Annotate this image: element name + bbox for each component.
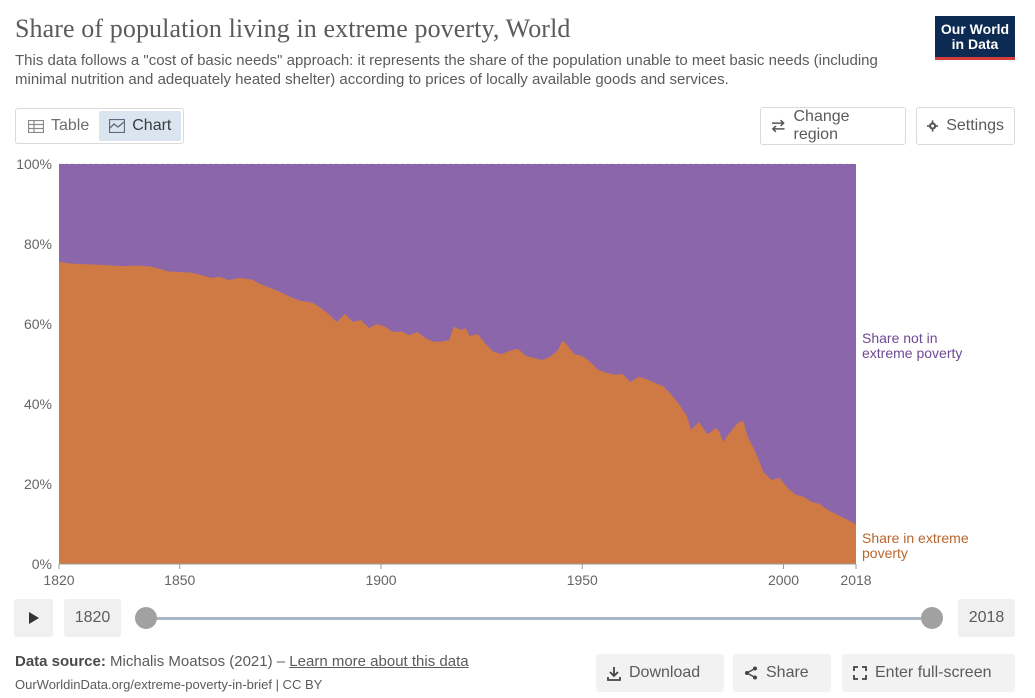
label-extreme-poverty: Share in extreme [862,530,969,546]
share-label: Share [766,664,809,681]
y-tick-label: 0% [32,556,52,572]
fullscreen-label: Enter full-screen [875,664,992,681]
y-tick-label: 60% [24,316,52,332]
download-icon [607,666,621,681]
chart-title: Share of population living in extreme po… [15,14,571,43]
data-source-text: Michalis Moatsos (2021) – [110,653,286,670]
download-label: Download [629,664,701,681]
x-tick-label: 2018 [840,572,871,588]
x-tick-label: 1820 [43,572,74,588]
y-tick-label: 80% [24,236,52,252]
chart-icon [109,119,126,133]
logo-line-1: Our World [940,21,1010,37]
data-source-prefix: Data source: [15,653,106,670]
x-tick-label: 2000 [768,572,799,588]
chart-areas [59,164,856,564]
change-region-label: Change region [793,108,850,143]
share-icon [745,666,757,680]
tab-chart[interactable]: Chart [99,111,182,141]
share-button[interactable]: Share [733,654,831,692]
gear-icon [927,120,939,132]
y-tick-label: 40% [24,396,52,412]
x-tick-label: 1950 [567,572,598,588]
fullscreen-button[interactable]: Enter full-screen [842,654,1015,692]
area-chart: 0% 20% 40% 60% 80% 100% 1820 1850 1900 1950 2000 2… [16,156,969,588]
timeline-track[interactable] [146,617,932,620]
area-extreme-poverty [59,261,856,564]
y-tick-label: 100% [16,156,52,172]
timeline-start-handle[interactable] [135,607,157,629]
change-region-button[interactable]: Change region [760,107,906,145]
timeline-start-year[interactable]: 1820 [64,599,121,637]
expand-icon [853,666,867,680]
label-extreme-poverty: poverty [862,545,908,561]
footer-url[interactable]: OurWorldinData.org/extreme-poverty-in-br… [15,677,323,692]
timeline-end-year[interactable]: 2018 [958,599,1015,637]
settings-label: Settings [946,117,1004,134]
tab-chart-label: Chart [132,117,172,134]
view-tabs: Table Chart [15,108,185,144]
chart-subtitle: This data follows a "cost of basic needs… [15,52,878,88]
play-button[interactable] [14,599,53,637]
owid-logo[interactable]: Our World in Data [935,16,1015,60]
label-not-in-extreme-poverty: extreme poverty [862,345,962,361]
y-tick-label: 20% [24,476,52,492]
settings-button[interactable]: Settings [916,107,1015,145]
data-source: Data source: Michalis Moatsos (2021) – L… [15,653,469,670]
label-not-in-extreme-poverty: Share not in [862,330,938,346]
x-tick-label: 1850 [164,572,195,588]
download-button[interactable]: Download [596,654,724,692]
timeline-end-handle[interactable] [921,607,943,629]
tab-table[interactable]: Table [18,111,99,141]
play-icon [28,612,39,624]
x-axis: 1820 1850 1900 1950 2000 2018 [43,563,872,588]
tab-table-label: Table [51,117,90,134]
table-icon [28,119,44,133]
learn-more-link[interactable]: Learn more about this data [289,653,469,670]
swap-arrows-icon [771,119,785,133]
logo-line-2: in Data [951,36,999,52]
x-tick-label: 1900 [365,572,396,588]
